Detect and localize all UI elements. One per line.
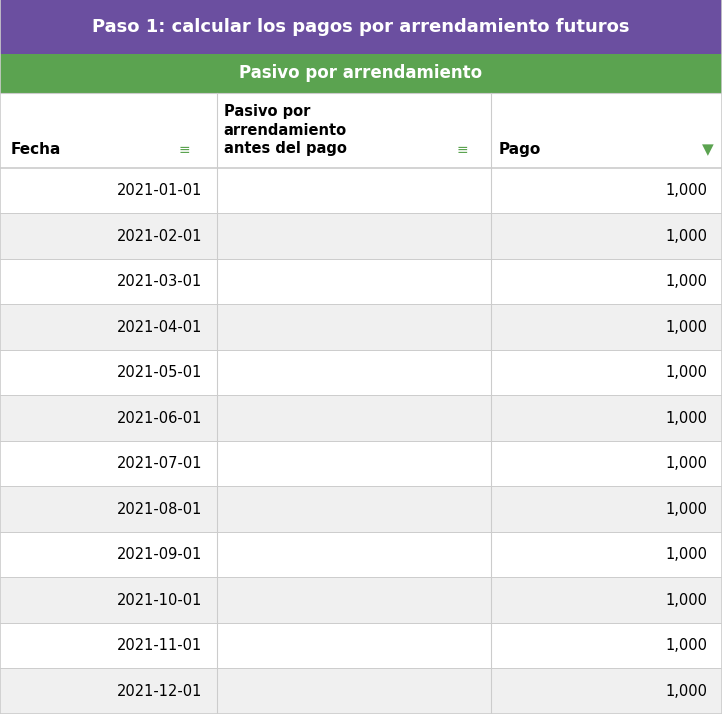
Text: 1,000: 1,000: [666, 228, 708, 243]
Text: Pasivo por arrendamiento: Pasivo por arrendamiento: [240, 64, 482, 82]
Text: ▼: ▼: [702, 142, 713, 157]
Bar: [0, 441, 722, 486]
Text: 2021-02-01: 2021-02-01: [117, 228, 202, 243]
Text: 1,000: 1,000: [666, 684, 708, 699]
Bar: [0, 668, 722, 714]
Text: 1,000: 1,000: [666, 365, 708, 380]
Text: 1,000: 1,000: [666, 593, 708, 608]
Text: Pasivo por
arrendamiento
antes del pago: Pasivo por arrendamiento antes del pago: [224, 104, 347, 156]
Text: 1,000: 1,000: [666, 411, 708, 426]
Bar: [0, 93, 722, 168]
Bar: [0, 259, 722, 304]
Bar: [0, 54, 722, 93]
Bar: [0, 486, 722, 532]
Text: 1,000: 1,000: [666, 502, 708, 517]
Text: 1,000: 1,000: [666, 547, 708, 562]
Text: 2021-11-01: 2021-11-01: [117, 638, 202, 653]
Bar: [0, 532, 722, 578]
Text: 1,000: 1,000: [666, 274, 708, 289]
Bar: [0, 396, 722, 441]
Text: 2021-05-01: 2021-05-01: [117, 365, 202, 380]
Text: 1,000: 1,000: [666, 320, 708, 335]
Text: 1,000: 1,000: [666, 456, 708, 471]
Bar: [0, 623, 722, 668]
Text: 2021-10-01: 2021-10-01: [117, 593, 202, 608]
Bar: [0, 168, 722, 213]
Bar: [0, 304, 722, 350]
Text: 1,000: 1,000: [666, 638, 708, 653]
Text: ≡: ≡: [178, 143, 190, 157]
Bar: [0, 578, 722, 623]
Bar: [0, 213, 722, 259]
Text: 2021-07-01: 2021-07-01: [117, 456, 202, 471]
Text: Fecha: Fecha: [11, 142, 61, 157]
Text: 2021-09-01: 2021-09-01: [117, 547, 202, 562]
Text: 2021-03-01: 2021-03-01: [117, 274, 202, 289]
Text: 2021-01-01: 2021-01-01: [117, 183, 202, 198]
Text: 2021-12-01: 2021-12-01: [117, 684, 202, 699]
Bar: [0, 0, 722, 54]
Text: 2021-04-01: 2021-04-01: [117, 320, 202, 335]
Bar: [0, 350, 722, 396]
Text: 2021-06-01: 2021-06-01: [117, 411, 202, 426]
Text: Paso 1: calcular los pagos por arrendamiento futuros: Paso 1: calcular los pagos por arrendami…: [92, 18, 630, 36]
Text: Pago: Pago: [498, 142, 541, 157]
Text: 1,000: 1,000: [666, 183, 708, 198]
Text: 2021-08-01: 2021-08-01: [117, 502, 202, 517]
Text: ≡: ≡: [456, 143, 468, 157]
